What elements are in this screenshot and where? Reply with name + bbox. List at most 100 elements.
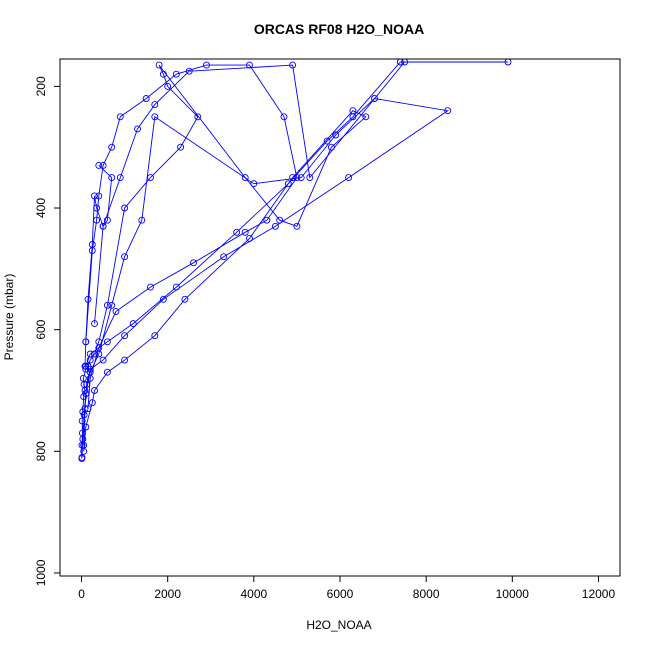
- data-point: [220, 253, 228, 261]
- data-point: [80, 441, 88, 449]
- data-point: [79, 374, 87, 382]
- data-point: [190, 259, 197, 267]
- data-point: [95, 344, 103, 352]
- series-line: [84, 165, 113, 367]
- series-0: [78, 61, 370, 463]
- data-point: [88, 399, 96, 407]
- data-point: [172, 283, 180, 291]
- data-point: [147, 283, 154, 291]
- x-tick-label: 10000: [496, 587, 530, 601]
- data-point: [332, 131, 340, 139]
- data-point: [177, 143, 185, 151]
- data-point: [121, 356, 129, 364]
- data-point: [84, 405, 92, 413]
- data-point: [246, 61, 253, 69]
- y-axis-label: Pressure (mbar): [2, 274, 16, 361]
- x-tick-label: 6000: [327, 587, 354, 601]
- data-point: [159, 295, 167, 303]
- data-point: [233, 228, 241, 236]
- data-point: [349, 113, 357, 121]
- data-point: [504, 59, 512, 66]
- data-point: [121, 253, 129, 261]
- data-point: [103, 338, 111, 346]
- series-line: [85, 64, 298, 409]
- data-point: [134, 125, 141, 133]
- x-tick-label: 0: [78, 587, 85, 601]
- x-axis-label: H2O_NOAA: [306, 618, 371, 632]
- data-point: [371, 95, 378, 102]
- data-point: [91, 387, 98, 394]
- data-point: [194, 113, 202, 121]
- data-point: [78, 417, 86, 425]
- data-point: [203, 61, 210, 69]
- data-point: [116, 174, 124, 182]
- data-point: [297, 174, 305, 182]
- series-3: [82, 59, 512, 370]
- data-point: [241, 174, 249, 182]
- series-line: [85, 61, 508, 367]
- data-point: [81, 362, 89, 370]
- data-point: [396, 59, 404, 66]
- y-axis: 200 400 600 800 1000: [34, 76, 60, 586]
- data-point: [345, 174, 353, 182]
- data-point: [155, 61, 163, 69]
- series-2: [82, 61, 301, 413]
- data-point: [78, 453, 86, 461]
- data-point: [116, 113, 124, 121]
- data-point: [271, 222, 279, 230]
- data-point: [112, 307, 120, 315]
- data-point: [362, 113, 370, 121]
- x-tick-label: 8000: [413, 587, 440, 601]
- data-point: [108, 301, 116, 309]
- data-point: [95, 192, 103, 200]
- data-point: [95, 161, 103, 169]
- data-point: [241, 228, 249, 236]
- data-point: [86, 374, 94, 382]
- data-point: [108, 174, 116, 182]
- data-point: [142, 95, 150, 102]
- data-point: [91, 320, 98, 328]
- x-tick-label: 4000: [240, 587, 267, 601]
- data-point: [103, 301, 111, 309]
- data-point: [138, 216, 146, 224]
- data-point: [444, 107, 452, 115]
- data-point: [108, 143, 116, 151]
- data-point: [250, 180, 258, 188]
- data-point: [293, 222, 301, 230]
- x-tick-label: 12000: [582, 587, 616, 601]
- data-point: [91, 192, 98, 200]
- data-point: [151, 101, 159, 109]
- data-point: [401, 59, 409, 66]
- data-point: [103, 216, 111, 224]
- data-point: [88, 241, 96, 248]
- y-tick-label: 1000: [34, 559, 48, 586]
- y-tick-label: 200: [34, 76, 48, 96]
- x-axis: 0 2000 4000 6000 8000 10000 12000: [78, 576, 615, 601]
- data-point: [284, 180, 292, 188]
- data-point: [99, 161, 107, 169]
- data-point: [121, 204, 129, 212]
- data-point: [323, 137, 331, 145]
- data-point: [86, 350, 94, 358]
- y-tick-label: 600: [34, 319, 48, 339]
- series-line: [81, 64, 367, 459]
- data-point: [172, 70, 180, 78]
- y-tick-label: 400: [34, 198, 48, 218]
- data-point: [82, 423, 90, 431]
- series-line: [81, 98, 449, 458]
- chart-title: ORCAS RF08 H2O_NOAA: [254, 21, 424, 37]
- data-point: [82, 338, 90, 346]
- data-point: [306, 174, 314, 182]
- data-point: [151, 332, 159, 340]
- plot-area: [78, 59, 512, 463]
- data-point: [129, 320, 137, 328]
- series-1: [78, 95, 452, 461]
- data-point: [289, 61, 297, 69]
- data-point: [263, 216, 271, 224]
- data-point: [289, 174, 297, 182]
- data-point: [84, 295, 92, 303]
- series-4: [81, 161, 116, 370]
- data-point: [121, 332, 129, 340]
- data-point: [185, 67, 193, 75]
